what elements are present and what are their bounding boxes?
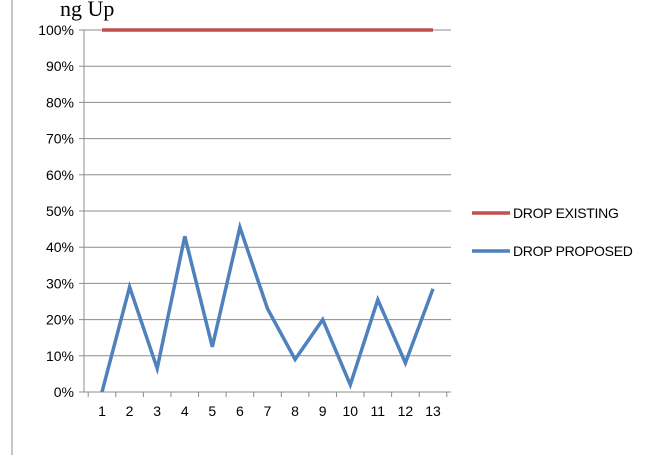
- y-tick-label: 90%: [46, 58, 74, 74]
- x-tick-label: 3: [153, 403, 161, 419]
- y-tick-label: 30%: [46, 275, 74, 291]
- x-tick-label: 12: [398, 403, 414, 419]
- legend: DROP EXISTING DROP PROPOSED: [472, 205, 633, 259]
- legend-label: DROP EXISTING: [513, 205, 619, 221]
- x-tick-label: 11: [371, 403, 386, 419]
- y-tick-label: 0%: [54, 384, 74, 400]
- series-line-drop-proposed: [102, 227, 433, 392]
- y-tick-label: 20%: [46, 312, 74, 328]
- y-tick-label: 70%: [46, 131, 74, 147]
- x-tick-label: 4: [181, 403, 189, 419]
- y-tick-label: 10%: [46, 348, 74, 364]
- x-tick-label: 13: [425, 403, 441, 419]
- x-tick-label: 2: [126, 403, 134, 419]
- x-tick-label: 9: [319, 403, 327, 419]
- y-tick-label: 60%: [46, 167, 74, 183]
- y-tick-label: 50%: [46, 203, 74, 219]
- x-tick-label: 10: [342, 403, 358, 419]
- x-tick-label: 5: [208, 403, 216, 419]
- chart-title-fragment: ng Up: [60, 0, 114, 21]
- x-tick-label: 6: [236, 403, 244, 419]
- y-tick-label: 40%: [46, 239, 74, 255]
- y-tick-label: 100%: [38, 22, 74, 38]
- x-tick-label: 7: [264, 403, 272, 419]
- x-tick-label: 1: [98, 403, 106, 419]
- y-tick-label: 80%: [46, 94, 74, 110]
- x-tick-label: 8: [291, 403, 299, 419]
- legend-label: DROP PROPOSED: [513, 243, 633, 259]
